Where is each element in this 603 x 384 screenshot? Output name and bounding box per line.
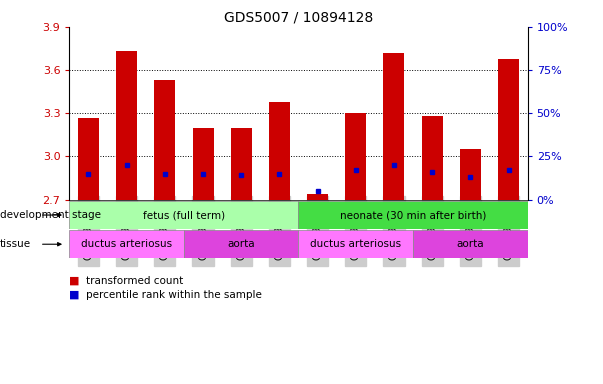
Text: ■: ■ <box>69 276 80 286</box>
Bar <box>184 230 298 258</box>
Text: ductus arteriosus: ductus arteriosus <box>81 239 172 249</box>
Text: aorta: aorta <box>227 239 255 249</box>
Bar <box>69 230 184 258</box>
Bar <box>192 127 213 200</box>
Text: fetus (full term): fetus (full term) <box>143 210 225 220</box>
Bar <box>269 102 290 200</box>
Text: ductus arteriosus: ductus arteriosus <box>310 239 402 249</box>
Bar <box>298 201 528 229</box>
Text: transformed count: transformed count <box>86 276 183 286</box>
Bar <box>69 201 298 229</box>
Text: percentile rank within the sample: percentile rank within the sample <box>86 290 262 300</box>
Bar <box>298 230 413 258</box>
Bar <box>307 194 328 200</box>
Bar <box>413 230 528 258</box>
Title: GDS5007 / 10894128: GDS5007 / 10894128 <box>224 10 373 24</box>
Bar <box>116 51 137 200</box>
Text: neonate (30 min after birth): neonate (30 min after birth) <box>340 210 486 220</box>
Bar <box>78 118 99 200</box>
Bar <box>498 58 519 200</box>
Bar <box>154 80 175 200</box>
Bar <box>384 53 405 200</box>
Bar <box>346 113 366 200</box>
Text: aorta: aorta <box>456 239 484 249</box>
Text: tissue: tissue <box>0 239 31 249</box>
Text: ■: ■ <box>69 290 80 300</box>
Bar <box>421 116 443 200</box>
Text: development stage: development stage <box>0 210 101 220</box>
Bar <box>231 127 251 200</box>
Bar <box>460 149 481 200</box>
